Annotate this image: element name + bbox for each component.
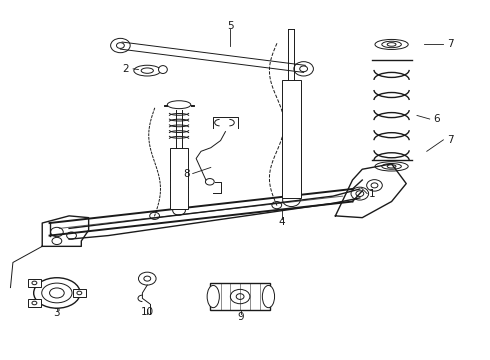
- Text: 1: 1: [369, 189, 375, 199]
- Text: 3: 3: [53, 308, 60, 318]
- Ellipse shape: [375, 40, 408, 49]
- Text: 8: 8: [183, 168, 190, 179]
- Text: 9: 9: [238, 312, 245, 322]
- Ellipse shape: [382, 163, 401, 169]
- Circle shape: [117, 42, 124, 48]
- Bar: [282, 80, 301, 198]
- Circle shape: [67, 232, 76, 239]
- Ellipse shape: [134, 65, 161, 76]
- Bar: [27, 300, 41, 307]
- Text: 4: 4: [278, 217, 285, 227]
- Circle shape: [367, 180, 382, 191]
- Circle shape: [283, 194, 300, 207]
- Ellipse shape: [387, 165, 396, 168]
- Bar: [73, 289, 86, 297]
- Ellipse shape: [382, 41, 401, 48]
- Text: 7: 7: [447, 135, 454, 145]
- Circle shape: [371, 183, 378, 188]
- Text: 2: 2: [122, 64, 128, 74]
- Ellipse shape: [141, 68, 153, 73]
- Circle shape: [32, 301, 37, 305]
- Ellipse shape: [387, 42, 396, 46]
- Circle shape: [236, 294, 244, 300]
- Text: 7: 7: [447, 40, 454, 49]
- Circle shape: [172, 206, 185, 215]
- Ellipse shape: [375, 162, 408, 171]
- Circle shape: [32, 281, 37, 285]
- Circle shape: [52, 237, 62, 244]
- Circle shape: [230, 289, 250, 304]
- Ellipse shape: [34, 278, 80, 308]
- Circle shape: [300, 66, 308, 72]
- Circle shape: [272, 202, 282, 209]
- Circle shape: [144, 276, 151, 281]
- Circle shape: [139, 272, 156, 285]
- Ellipse shape: [49, 288, 64, 298]
- Circle shape: [150, 212, 159, 220]
- Bar: [170, 148, 188, 209]
- Text: 10: 10: [141, 307, 154, 317]
- Text: 5: 5: [227, 21, 234, 31]
- Text: 6: 6: [433, 114, 440, 124]
- Circle shape: [351, 187, 368, 200]
- Bar: [27, 279, 41, 287]
- Circle shape: [77, 291, 82, 295]
- Ellipse shape: [42, 283, 72, 303]
- Bar: [210, 283, 270, 310]
- Ellipse shape: [167, 101, 191, 109]
- Circle shape: [50, 227, 63, 237]
- Circle shape: [356, 191, 364, 197]
- Ellipse shape: [159, 66, 167, 73]
- Ellipse shape: [262, 285, 274, 308]
- Circle shape: [111, 39, 130, 53]
- Circle shape: [294, 62, 314, 76]
- Ellipse shape: [207, 285, 220, 308]
